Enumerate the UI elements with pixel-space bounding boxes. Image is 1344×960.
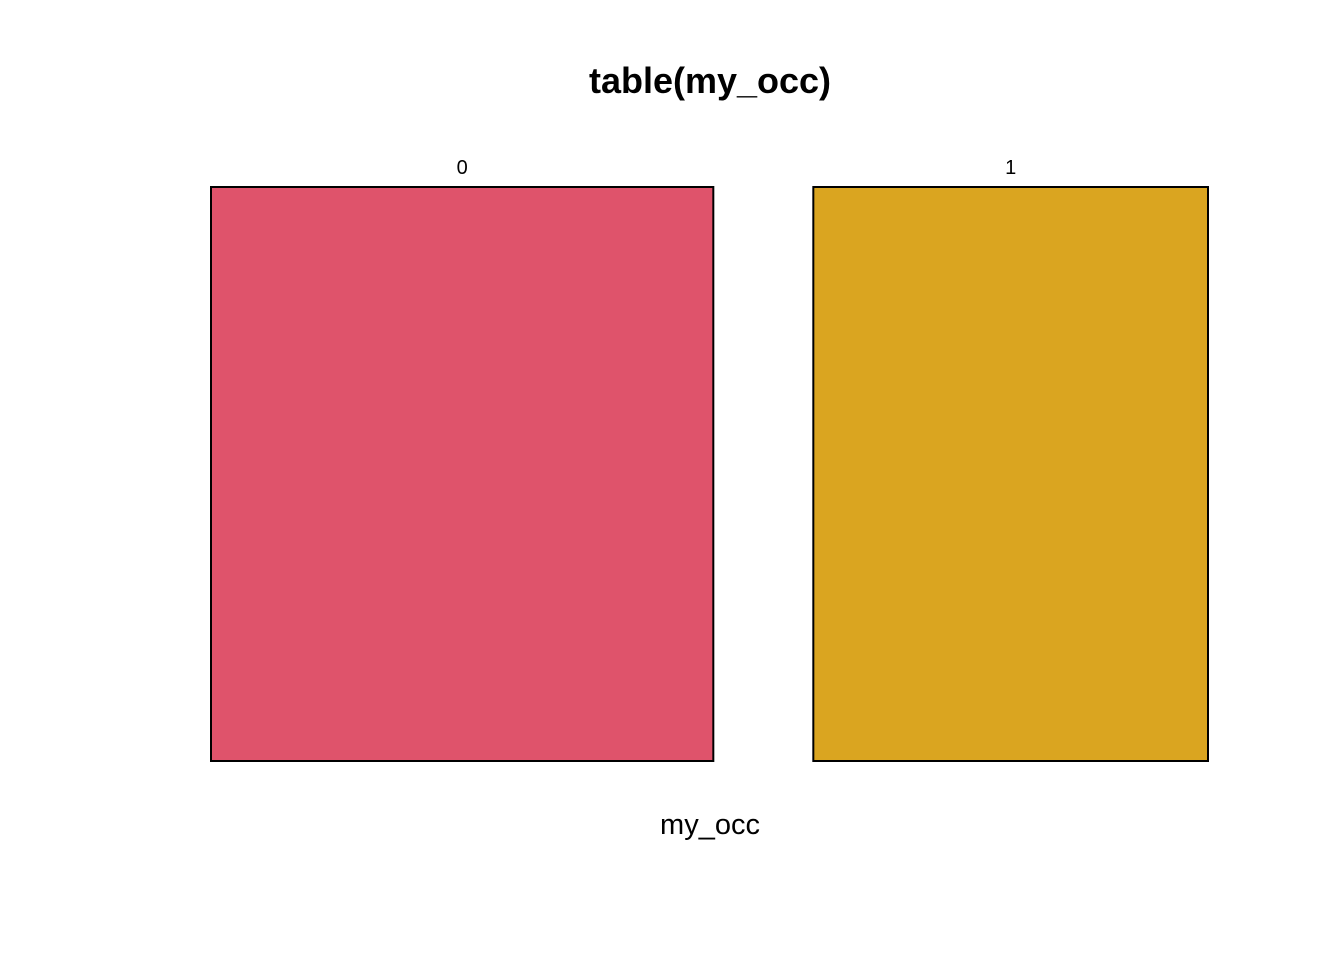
category-label-0: 0 bbox=[457, 157, 468, 179]
x-axis-label: my_occ bbox=[660, 809, 760, 841]
category-label-1: 1 bbox=[1005, 157, 1016, 179]
mosaic-tile-0 bbox=[210, 186, 715, 762]
mosaic-tile-1 bbox=[812, 186, 1209, 762]
chart-title: table(my_occ) bbox=[589, 60, 831, 101]
